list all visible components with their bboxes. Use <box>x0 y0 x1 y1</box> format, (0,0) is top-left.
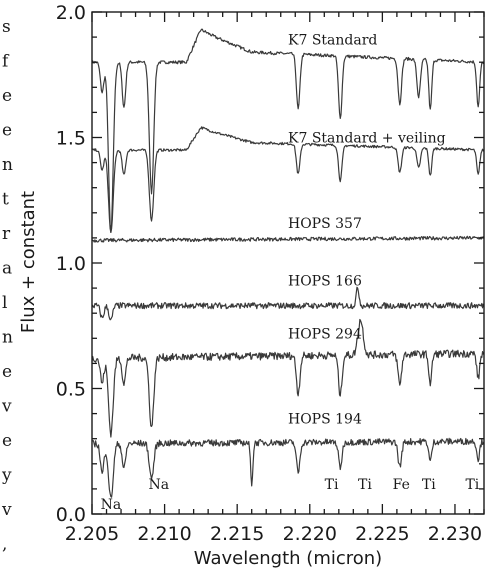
x-tick-labels: 2.205 2.210 2.215 2.220 2.225 2.230 <box>65 523 482 545</box>
margin-char: t <box>2 190 9 210</box>
margin-char: e <box>2 121 12 141</box>
margin-char: v <box>1 397 12 417</box>
y-tick-label: 1.5 <box>56 128 86 150</box>
y-tick-label: 0.5 <box>56 379 86 401</box>
spectrum-series <box>91 126 485 233</box>
margin-char: n <box>2 328 13 348</box>
line-label: Na <box>148 477 169 493</box>
line-label: Fe <box>393 477 410 493</box>
spectra-series <box>91 28 485 498</box>
x-tick-label: 2.220 <box>283 523 337 545</box>
y-axis-title: Flux + constant <box>18 191 39 333</box>
x-tick-label: 2.225 <box>355 523 409 545</box>
y-tick-label: 2.0 <box>56 2 86 24</box>
series-label: HOPS 166 <box>288 274 362 290</box>
spectrum-series <box>91 235 485 243</box>
line-label: Ti <box>465 477 479 493</box>
series-label: HOPS 357 <box>288 216 362 232</box>
line-label: Ti <box>422 477 436 493</box>
spectral-line-labels: Na Na Ti Ti Fe Ti Ti <box>101 477 480 513</box>
axis-ticks <box>91 11 485 515</box>
line-label: Na <box>101 497 122 513</box>
series-label: HOPS 194 <box>288 412 362 428</box>
margin-char: s <box>2 17 11 37</box>
margin-char: y <box>1 466 12 486</box>
margin-char: l <box>2 293 7 313</box>
line-label: Ti <box>325 477 339 493</box>
margin-char: v <box>1 500 12 520</box>
margin-char: r <box>2 224 11 244</box>
line-label: Ti <box>358 477 372 493</box>
spectrum-series <box>91 28 485 234</box>
margin-char: , <box>2 535 7 555</box>
x-tick-label: 2.205 <box>65 523 119 545</box>
margin-char: f <box>2 52 10 72</box>
y-tick-labels: 0.0 0.5 1.0 1.5 2.0 <box>56 2 86 526</box>
margin-char: n <box>2 155 13 175</box>
x-tick-label: 2.230 <box>428 523 482 545</box>
series-labels: K7 Standard K7 Standard + veiling HOPS 357… <box>288 33 446 428</box>
x-tick-label: 2.210 <box>137 523 191 545</box>
series-label: K7 Standard <box>288 33 377 49</box>
x-axis-title: Wavelength (micron) <box>194 548 382 569</box>
y-tick-label: 1.0 <box>56 253 86 275</box>
x-tick-label: 2.215 <box>210 523 264 545</box>
plot-frame <box>91 11 485 515</box>
margin-char: a <box>2 259 12 279</box>
series-label: HOPS 294 <box>288 326 362 342</box>
margin-char: e <box>2 431 12 451</box>
series-label: K7 Standard + veiling <box>288 131 446 147</box>
margin-char: e <box>2 362 12 382</box>
margin-char: e <box>2 86 12 106</box>
spectrum-series <box>91 318 485 438</box>
y-tick-label: 0.0 <box>56 504 86 526</box>
spectrum-series <box>91 437 485 498</box>
spectrum-series <box>91 286 485 321</box>
